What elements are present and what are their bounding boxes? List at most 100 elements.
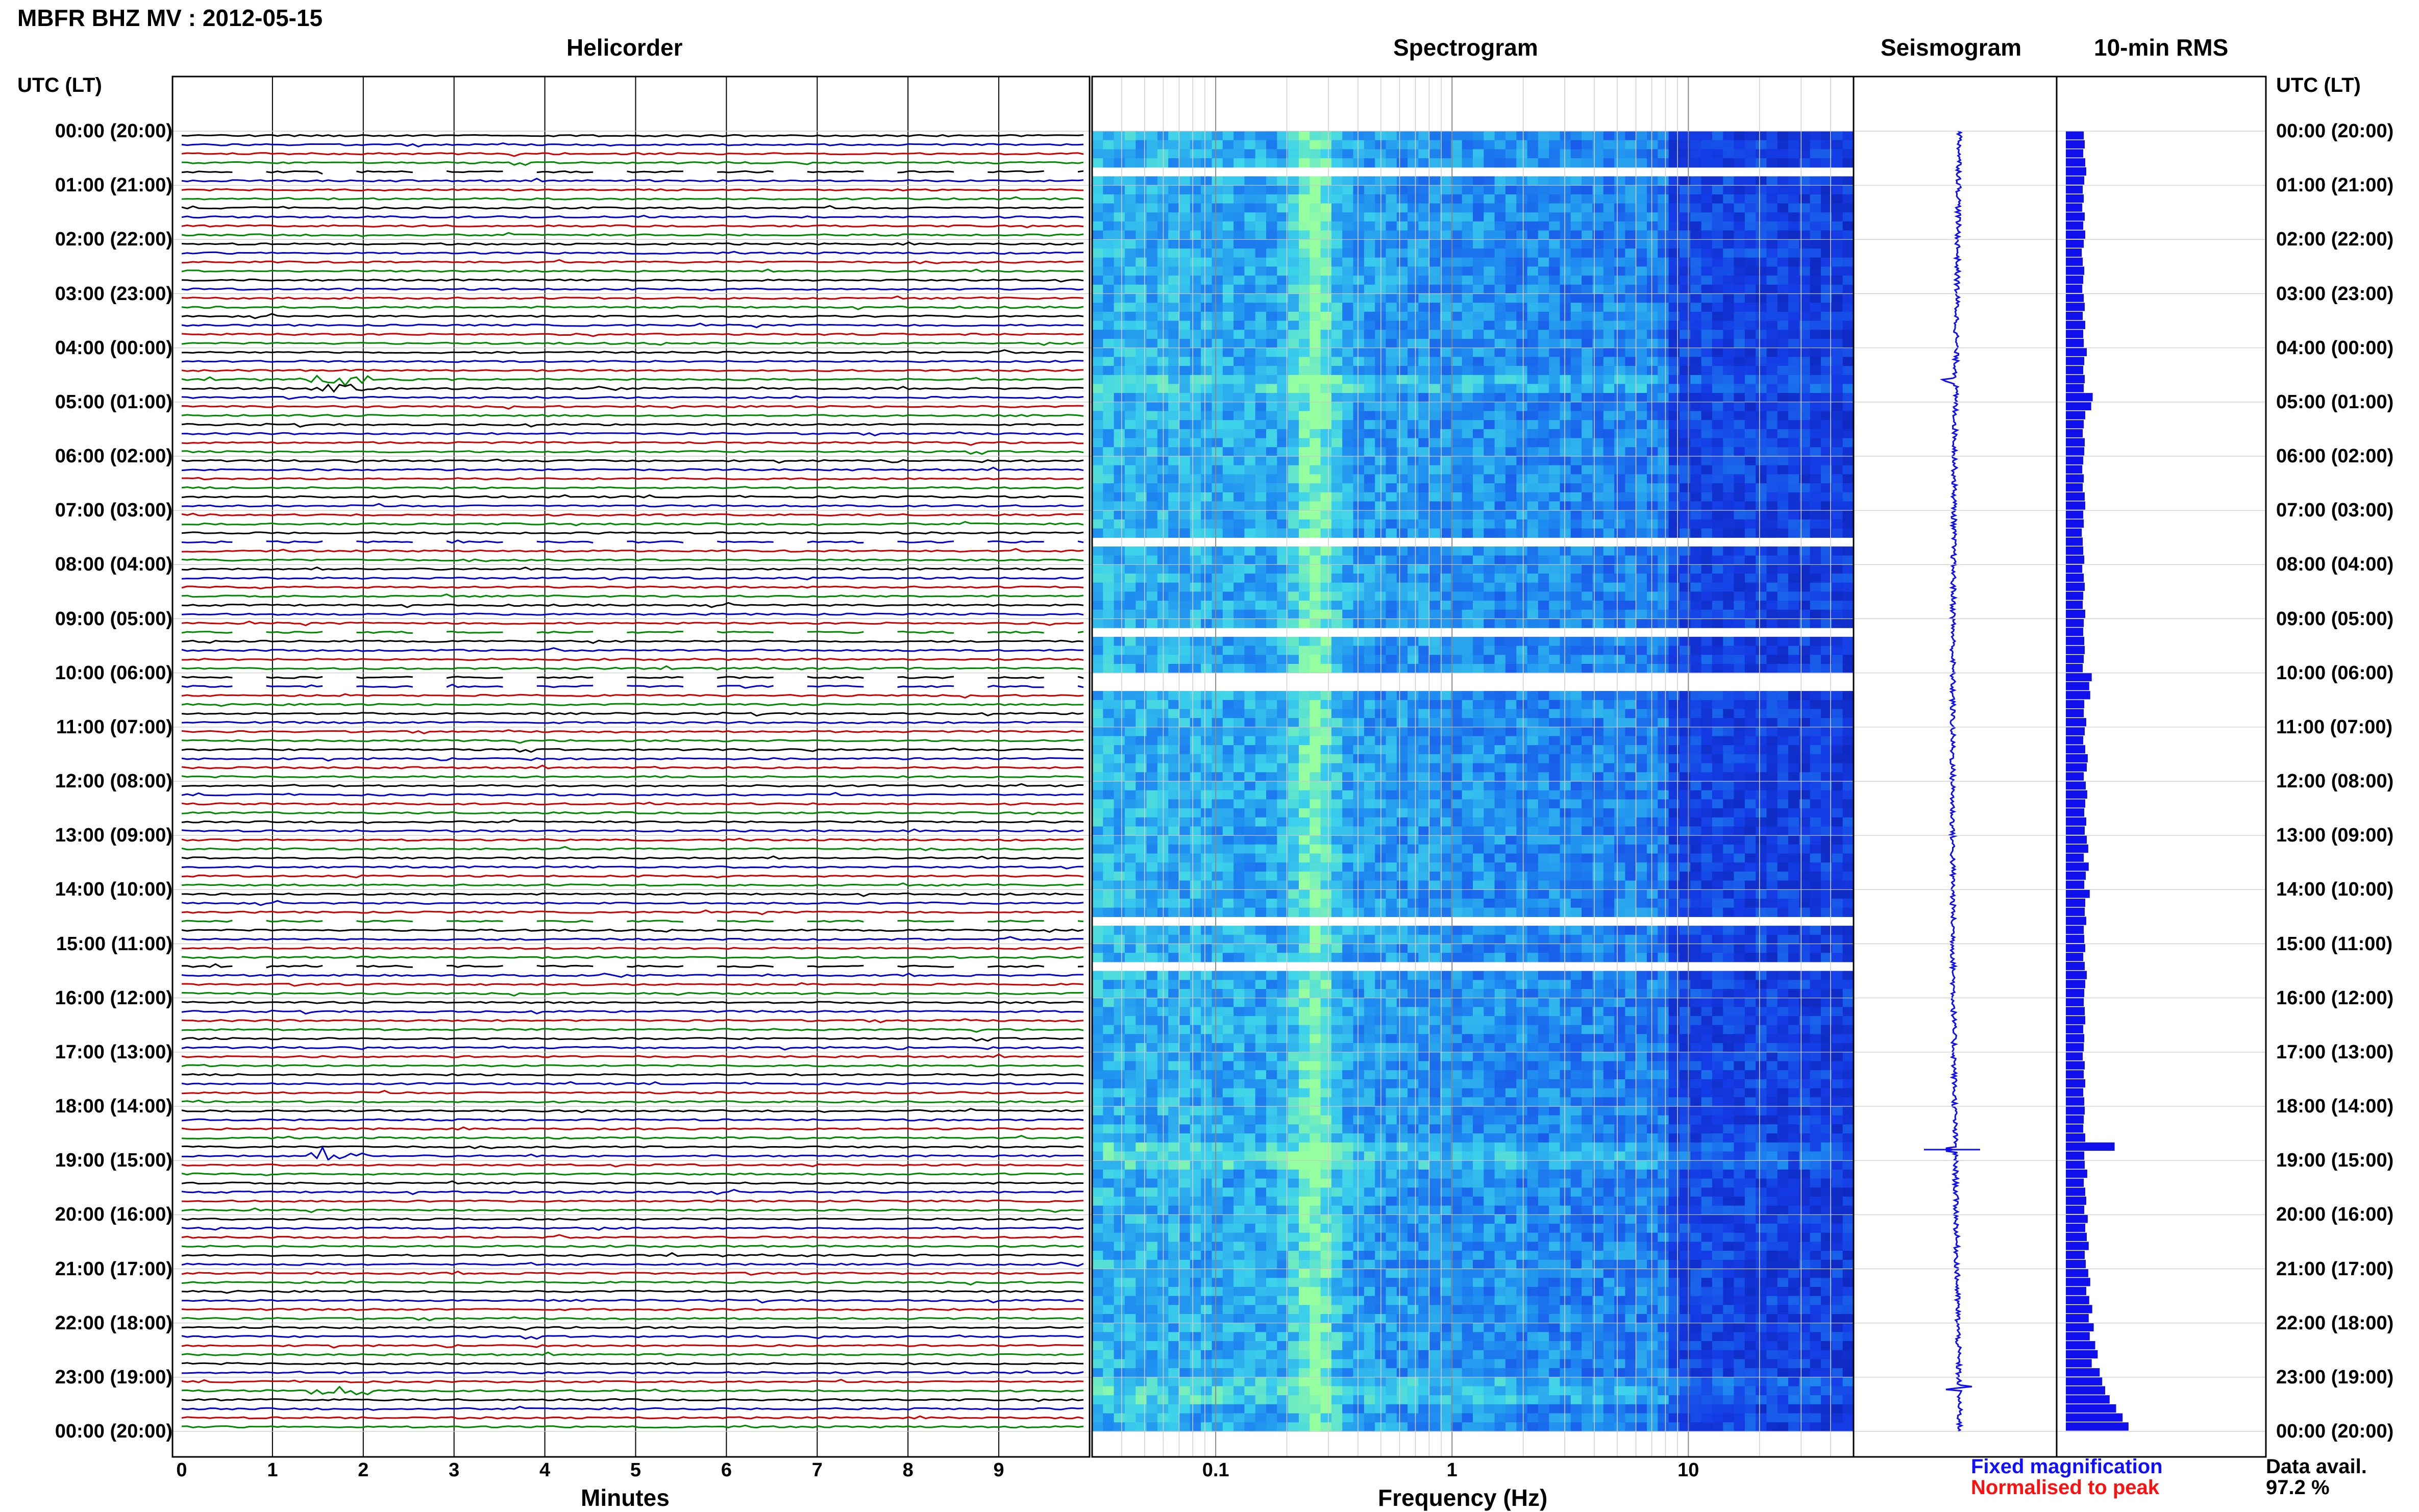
- spectrogram-cell: [1484, 456, 1495, 466]
- spectrogram-cell: [1723, 465, 1735, 475]
- spectrogram-cell: [1408, 230, 1419, 240]
- spectrogram-cell: [1124, 393, 1136, 403]
- spectrogram-cell: [1124, 510, 1136, 520]
- spectrogram-cell: [1179, 140, 1191, 150]
- spectrogram-cell: [1299, 311, 1310, 321]
- spectrogram-cell: [1690, 483, 1702, 493]
- spectrogram-cell: [1168, 384, 1180, 393]
- spectrogram-cell: [1549, 257, 1561, 267]
- spectrogram-cell: [1244, 574, 1256, 583]
- spectrogram-cell: [1527, 655, 1539, 664]
- spectrogram-cell: [1614, 510, 1625, 520]
- spectrogram-cell: [1821, 239, 1832, 249]
- spectrogram-cell: [1690, 447, 1702, 457]
- spectrogram-cell: [1744, 799, 1756, 809]
- spectrogram-cell: [1690, 293, 1702, 303]
- spectrogram-cell: [1124, 366, 1136, 376]
- spectrogram-cell: [1212, 276, 1223, 285]
- spectrogram-cell: [1473, 727, 1484, 737]
- spectrogram-cell: [1516, 474, 1528, 484]
- spectrogram-cell: [1788, 257, 1799, 267]
- spectrogram-cell: [1190, 501, 1201, 511]
- spectrogram-cell: [1756, 745, 1767, 755]
- spectrogram-cell: [1744, 357, 1756, 366]
- spectrogram-cell: [1527, 781, 1539, 791]
- spectrogram-cell: [1614, 519, 1625, 529]
- spectrogram-cell: [1222, 655, 1234, 664]
- spectrogram-cell: [1505, 384, 1517, 393]
- spectrogram-cell: [1625, 330, 1637, 339]
- spectrogram-cell: [1310, 781, 1321, 791]
- spectrogram-cell: [1592, 646, 1604, 655]
- spectrogram-cell: [1701, 311, 1713, 321]
- spectrogram-cell: [1614, 655, 1625, 664]
- spectrogram-cell: [1538, 293, 1549, 303]
- spectrogram-cell: [1484, 790, 1495, 800]
- spectrogram-cell: [1342, 736, 1354, 746]
- spectrogram-cell: [1212, 239, 1223, 249]
- spectrogram-cell: [1538, 348, 1549, 357]
- spectrogram-cell: [1810, 357, 1821, 366]
- spectrogram-cell: [1179, 420, 1191, 430]
- spectrogram-cell: [1603, 465, 1615, 475]
- spectrogram-cell: [1310, 772, 1321, 782]
- spectrogram-cell: [1625, 393, 1637, 403]
- spectrogram-cell: [1288, 375, 1299, 385]
- frequency-tick: 10: [1677, 1459, 1699, 1481]
- spectrogram-cell: [1756, 555, 1767, 565]
- spectrogram-cell: [1777, 718, 1789, 728]
- spectrogram-cell: [1842, 636, 1854, 647]
- spectrogram-cell: [1310, 384, 1321, 393]
- spectrogram-cell: [1658, 194, 1669, 204]
- spectrogram-cell: [1712, 249, 1723, 258]
- spectrogram-cell: [1353, 311, 1365, 321]
- spectrogram-cell: [1386, 691, 1397, 701]
- spectrogram-cell: [1092, 230, 1103, 240]
- spectrogram-cell: [1810, 194, 1821, 204]
- spectrogram-cell: [1299, 483, 1310, 493]
- spectrogram-cell: [1494, 799, 1506, 809]
- spectrogram-cell: [1668, 212, 1680, 222]
- spectrogram-cell: [1288, 158, 1299, 168]
- spectrogram-cell: [1701, 320, 1713, 330]
- spectrogram-cell: [1244, 700, 1256, 710]
- spectrogram-cell: [1408, 429, 1419, 439]
- spectrogram-cell: [1701, 718, 1713, 728]
- spectrogram-cell: [1625, 348, 1637, 357]
- spectrogram-cell: [1473, 194, 1484, 204]
- spectrogram-cell: [1799, 221, 1811, 231]
- spectrogram-cell: [1712, 483, 1723, 493]
- spectrogram-cell: [1680, 348, 1691, 357]
- spectrogram-cell: [1788, 447, 1799, 457]
- spectrogram-cell: [1146, 276, 1158, 285]
- spectrogram-cell: [1527, 646, 1539, 655]
- spectrogram-cell: [1842, 483, 1854, 493]
- spectrogram-cell: [1277, 799, 1289, 809]
- spectrogram-cell: [1647, 293, 1658, 303]
- spectrogram-cell: [1255, 357, 1267, 366]
- spectrogram-cell: [1560, 203, 1571, 213]
- spectrogram-cell: [1299, 555, 1310, 565]
- spectrogram-cell: [1462, 330, 1473, 339]
- spectrogram-cell: [1396, 492, 1408, 502]
- spectrogram-cell: [1690, 655, 1702, 664]
- spectrogram-cell: [1832, 636, 1843, 647]
- spectrogram-cell: [1103, 646, 1115, 655]
- spectrogram-cell: [1222, 727, 1234, 737]
- spectrogram-cell: [1429, 691, 1441, 701]
- spectrogram-cell: [1310, 158, 1321, 168]
- spectrogram-cell: [1723, 411, 1735, 420]
- spectrogram-cell: [1353, 691, 1365, 701]
- spectrogram-cell: [1288, 501, 1299, 511]
- spectrogram-cell: [1570, 212, 1582, 222]
- spectrogram-cell: [1212, 185, 1223, 195]
- spectrogram-cell: [1614, 591, 1625, 601]
- spectrogram-cell: [1658, 384, 1669, 393]
- spectrogram-cell: [1680, 420, 1691, 430]
- spectrogram-cell: [1451, 609, 1463, 619]
- spectrogram-cell: [1505, 483, 1517, 493]
- spectrogram-cell: [1299, 239, 1310, 249]
- spectrogram-cell: [1201, 574, 1212, 583]
- spectrogram-cell: [1756, 230, 1767, 240]
- spectrogram-cell: [1103, 131, 1115, 141]
